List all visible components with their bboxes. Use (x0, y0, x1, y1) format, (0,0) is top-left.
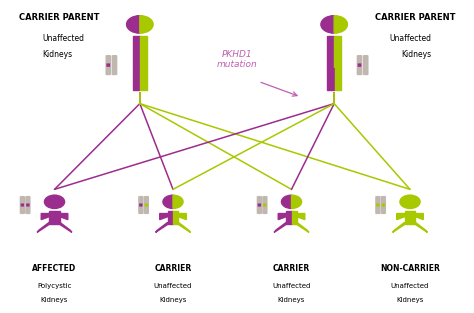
Text: CARRIER PARENT: CARRIER PARENT (374, 13, 455, 22)
Polygon shape (286, 211, 292, 224)
FancyBboxPatch shape (382, 203, 385, 207)
FancyBboxPatch shape (357, 63, 361, 67)
Polygon shape (415, 222, 428, 232)
FancyBboxPatch shape (21, 203, 24, 207)
Text: Kidneys: Kidneys (396, 297, 424, 303)
Polygon shape (334, 36, 341, 68)
Polygon shape (405, 211, 410, 224)
Text: Unaffected: Unaffected (273, 283, 310, 289)
Polygon shape (335, 68, 341, 90)
Wedge shape (321, 16, 334, 33)
Wedge shape (140, 16, 153, 33)
FancyBboxPatch shape (381, 196, 386, 214)
Polygon shape (160, 213, 168, 220)
Polygon shape (133, 68, 139, 90)
Polygon shape (60, 213, 68, 220)
Text: Kidneys: Kidneys (41, 297, 68, 303)
FancyBboxPatch shape (105, 55, 111, 75)
Polygon shape (37, 222, 49, 232)
Wedge shape (400, 195, 410, 208)
FancyBboxPatch shape (258, 203, 261, 207)
Polygon shape (297, 213, 305, 220)
Polygon shape (410, 211, 415, 224)
Polygon shape (41, 213, 49, 220)
FancyBboxPatch shape (263, 203, 266, 207)
Text: CARRIER: CARRIER (273, 264, 310, 274)
Polygon shape (168, 211, 173, 224)
FancyBboxPatch shape (262, 196, 267, 214)
Polygon shape (278, 213, 286, 220)
Polygon shape (49, 211, 55, 224)
Polygon shape (297, 222, 309, 232)
Text: Unaffected: Unaffected (154, 283, 192, 289)
FancyBboxPatch shape (138, 196, 144, 214)
Text: Unaffected: Unaffected (43, 34, 85, 44)
Polygon shape (173, 211, 178, 224)
FancyBboxPatch shape (112, 55, 118, 75)
Polygon shape (327, 68, 334, 90)
FancyBboxPatch shape (145, 203, 148, 207)
Text: Kidneys: Kidneys (43, 50, 73, 59)
FancyBboxPatch shape (25, 196, 30, 214)
Wedge shape (127, 16, 140, 33)
Polygon shape (55, 211, 60, 224)
Polygon shape (274, 222, 286, 232)
Polygon shape (155, 222, 168, 232)
Wedge shape (45, 195, 55, 208)
Wedge shape (282, 195, 292, 208)
Polygon shape (140, 36, 147, 68)
Polygon shape (140, 68, 147, 90)
Wedge shape (292, 195, 301, 208)
FancyBboxPatch shape (106, 63, 110, 67)
Text: CARRIER PARENT: CARRIER PARENT (19, 13, 100, 22)
Polygon shape (178, 222, 191, 232)
FancyBboxPatch shape (356, 55, 362, 75)
Wedge shape (410, 195, 420, 208)
FancyBboxPatch shape (363, 55, 369, 75)
Text: AFFECTED: AFFECTED (32, 264, 77, 274)
Text: CARRIER: CARRIER (155, 264, 191, 274)
Text: Kidneys: Kidneys (159, 297, 187, 303)
FancyBboxPatch shape (20, 196, 25, 214)
FancyBboxPatch shape (139, 203, 143, 207)
FancyBboxPatch shape (144, 196, 149, 214)
Polygon shape (327, 36, 334, 68)
Wedge shape (334, 16, 347, 33)
Text: Kidneys: Kidneys (278, 297, 305, 303)
Text: Unaffected: Unaffected (391, 283, 429, 289)
Text: Kidneys: Kidneys (401, 50, 431, 59)
Wedge shape (55, 195, 64, 208)
FancyBboxPatch shape (375, 196, 381, 214)
Text: Polycystic: Polycystic (37, 283, 72, 289)
Text: NON-CARRIER: NON-CARRIER (380, 264, 440, 274)
Polygon shape (60, 222, 72, 232)
Text: PKHD1
mutation: PKHD1 mutation (217, 50, 257, 69)
FancyBboxPatch shape (376, 203, 380, 207)
FancyBboxPatch shape (257, 196, 262, 214)
Polygon shape (397, 213, 405, 220)
Polygon shape (415, 213, 423, 220)
Polygon shape (292, 211, 297, 224)
FancyBboxPatch shape (26, 203, 29, 207)
Polygon shape (178, 213, 186, 220)
Wedge shape (163, 195, 173, 208)
Wedge shape (173, 195, 183, 208)
Text: Unaffected: Unaffected (389, 34, 431, 44)
Polygon shape (392, 222, 405, 232)
Polygon shape (133, 36, 140, 68)
